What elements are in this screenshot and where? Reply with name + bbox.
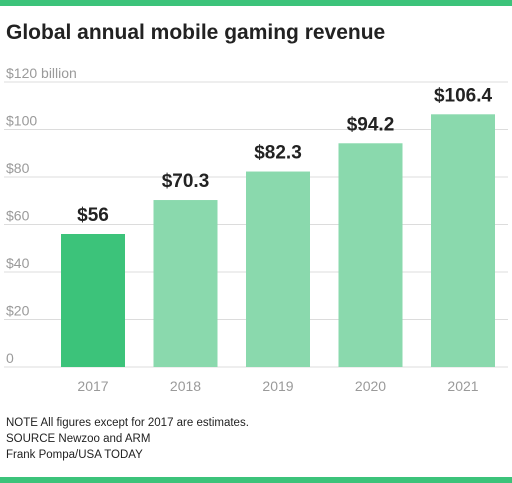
y-tick-label-60: $60 (6, 208, 30, 224)
note-text: NOTE All figures except for 2017 are est… (6, 417, 249, 429)
y-axis-ticks: 0 $20 $40 $60 $80 $100 $120 billion (6, 65, 77, 366)
data-labels: $56 $70.3 $82.3 $94.2 $106.4 (77, 85, 492, 226)
data-label-2021: $106.4 (434, 85, 493, 106)
top-accent-bar (0, 0, 512, 6)
x-tick-label-2021: 2021 (447, 378, 478, 394)
data-label-2020: $94.2 (347, 114, 395, 135)
x-tick-label-2019: 2019 (262, 378, 293, 394)
bottom-accent-bar (0, 477, 512, 483)
x-tick-label-2020: 2020 (355, 378, 386, 394)
y-tick-label-20: $20 (6, 303, 30, 319)
data-label-2017: $56 (77, 205, 109, 226)
y-tick-label-100: $100 (6, 113, 37, 129)
bars (61, 114, 495, 367)
bar-2017 (61, 234, 125, 367)
y-tick-label-40: $40 (6, 255, 30, 271)
footnote: NOTE All figures except for 2017 are est… (6, 415, 249, 463)
x-tick-label-2018: 2018 (170, 378, 201, 394)
chart-title: Global annual mobile gaming revenue (6, 21, 386, 44)
y-tick-label-80: $80 (6, 160, 30, 176)
bar-2018 (153, 200, 218, 367)
bar-2020 (338, 143, 403, 367)
data-label-2018: $70.3 (162, 171, 210, 192)
credit-text: Frank Pompa/USA TODAY (6, 449, 143, 461)
x-axis-ticks: 2017 2018 2019 2020 2021 (77, 378, 478, 394)
data-label-2019: $82.3 (254, 143, 302, 164)
y-tick-label-0: 0 (6, 350, 14, 366)
x-tick-label-2017: 2017 (77, 378, 108, 394)
bar-2019 (246, 171, 310, 367)
source-text: SOURCE Newzoo and ARM (6, 433, 151, 445)
bar-2021 (431, 114, 495, 367)
y-tick-label-120: $120 billion (6, 65, 77, 81)
